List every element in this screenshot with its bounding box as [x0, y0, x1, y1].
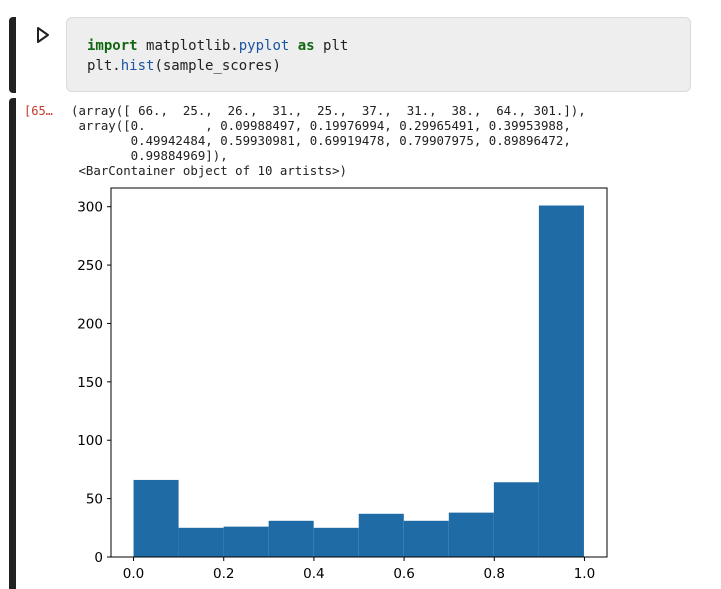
x-tick-label: 1.0	[574, 566, 595, 582]
plot-frame	[110, 187, 608, 558]
code-line-1: import matplotlib.pyplot as plt	[87, 37, 348, 55]
submodule-name: pyplot	[238, 38, 290, 54]
histogram-bar	[223, 526, 269, 557]
execution-count: [65…	[24, 104, 53, 118]
output-line-5: <BarContainer object of 10 artists>)	[71, 163, 348, 178]
cell-focus-bar	[9, 17, 16, 93]
y-tick-label: 100	[77, 433, 103, 449]
x-tick-label: 0.4	[303, 566, 324, 582]
play-icon	[37, 27, 49, 43]
histogram-bar	[358, 513, 404, 557]
function-args: (sample_scores)	[154, 58, 281, 74]
alias-name: plt	[323, 38, 349, 54]
histogram-bar	[313, 527, 359, 557]
histogram-bar	[403, 520, 449, 557]
module-name: matplotlib.	[146, 38, 239, 54]
y-tick-label: 200	[77, 316, 103, 332]
keyword-import: import	[87, 38, 138, 54]
histogram-bar	[538, 205, 584, 558]
histogram-bar	[448, 512, 494, 557]
code-editor[interactable]: import matplotlib.pyplot as plt plt.hist…	[66, 17, 691, 92]
object-name: plt.	[87, 58, 121, 74]
x-tick-label: 0.0	[123, 566, 144, 582]
output-line-2: array([0. , 0.09988497, 0.19976994, 0.29…	[71, 118, 571, 133]
function-name: hist	[120, 58, 155, 74]
histogram-bar	[268, 520, 314, 557]
y-tick-label: 300	[77, 200, 103, 216]
histogram-bar	[133, 479, 179, 557]
y-tick-label: 50	[86, 492, 103, 508]
run-cell-button[interactable]	[34, 26, 52, 44]
output-bar	[9, 98, 16, 589]
output-line-4: 0.99884969]),	[71, 148, 228, 163]
output-line-3: 0.49942484, 0.59930981, 0.69919478, 0.79…	[71, 133, 571, 148]
x-tick-label: 0.6	[393, 566, 414, 582]
y-tick-label: 0	[94, 550, 103, 566]
histogram-bar	[493, 482, 539, 557]
x-tick-label: 0.2	[213, 566, 234, 582]
y-tick-label: 150	[77, 375, 103, 391]
code-line-2: plt.hist(sample_scores)	[87, 57, 281, 75]
histogram-bar	[178, 527, 224, 557]
y-tick-label: 250	[77, 258, 103, 274]
output-line-1: (array([ 66., 25., 26., 31., 25., 37., 3…	[71, 103, 586, 118]
keyword-as: as	[297, 38, 315, 54]
x-tick-label: 0.8	[484, 566, 505, 582]
